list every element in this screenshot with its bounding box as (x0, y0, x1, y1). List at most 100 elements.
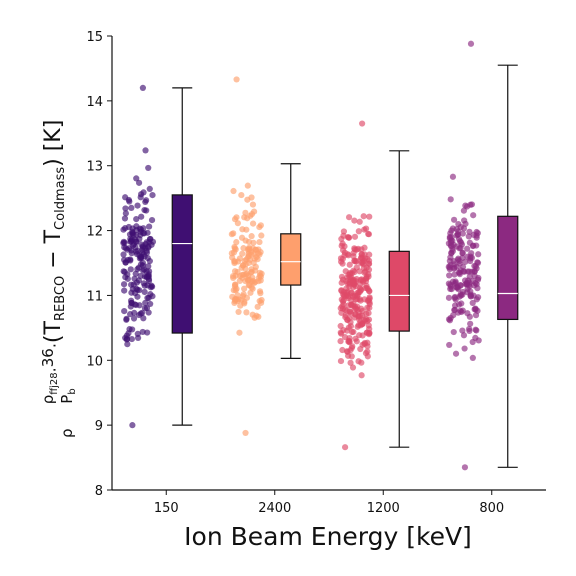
y-label-dot-1: · (45, 367, 64, 372)
data-point (233, 76, 240, 83)
data-point (255, 250, 262, 257)
data-point (122, 245, 129, 252)
data-point (358, 305, 365, 312)
data-point (340, 228, 348, 235)
data-point (125, 223, 132, 231)
y-label-rho-den: ρ (58, 428, 76, 438)
data-point (239, 250, 246, 257)
data-point (124, 341, 131, 348)
data-point (243, 270, 251, 277)
data-point (356, 288, 363, 296)
data-point (139, 84, 147, 91)
data-point (451, 271, 458, 278)
y-tick-label: 14 (86, 95, 103, 110)
data-point (243, 309, 250, 316)
data-point (469, 354, 476, 361)
data-point (454, 284, 461, 291)
data-point (356, 218, 363, 225)
data-point (363, 316, 370, 323)
data-point (347, 359, 354, 366)
data-point (455, 255, 462, 262)
data-point (122, 274, 129, 281)
data-point (464, 245, 471, 252)
x-axis-label: Ion Beam Energy [keV] (184, 522, 472, 551)
y-tick-label: 12 (86, 225, 103, 240)
data-point (249, 245, 257, 252)
x-ticks: 150 2400 1200 800 (154, 490, 504, 516)
data-point (140, 315, 147, 322)
data-point (248, 210, 256, 218)
data-point (358, 276, 365, 283)
data-point (245, 282, 252, 289)
data-point (121, 215, 129, 222)
data-point (464, 253, 471, 260)
data-point (345, 337, 352, 344)
data-point (461, 464, 469, 471)
data-point (133, 215, 140, 223)
y-tick-label: 9 (95, 419, 103, 434)
data-point (475, 251, 482, 258)
data-point (252, 267, 259, 274)
data-point (128, 335, 135, 343)
data-point (135, 179, 143, 186)
data-point (348, 329, 356, 336)
data-point (250, 259, 257, 267)
data-point (469, 299, 476, 307)
box-body (280, 233, 302, 286)
data-point (457, 224, 464, 231)
data-point (452, 350, 460, 357)
data-point (474, 285, 481, 292)
data-point (466, 327, 473, 335)
data-point (134, 202, 141, 209)
data-point (452, 296, 459, 303)
data-point (131, 301, 138, 308)
data-point (475, 337, 482, 344)
data-point (461, 345, 468, 352)
data-point (242, 429, 249, 437)
data-point (238, 191, 245, 199)
data-point (356, 268, 363, 275)
data-point (467, 293, 475, 300)
data-point (338, 296, 345, 303)
data-point (460, 332, 468, 339)
data-point (450, 328, 457, 336)
data-point (469, 338, 476, 346)
data-point (366, 251, 373, 258)
data-point (144, 229, 151, 236)
data-point (457, 291, 464, 298)
data-point (143, 239, 150, 246)
data-point (348, 301, 355, 309)
data-point (258, 299, 265, 306)
data-point (148, 217, 156, 224)
data-point (446, 272, 453, 279)
data-point (363, 329, 371, 336)
data-point (141, 288, 148, 296)
data-point (142, 299, 149, 307)
data-point (473, 327, 480, 334)
data-point (337, 338, 344, 345)
data-point (122, 205, 129, 212)
data-point (455, 269, 463, 276)
data-point (247, 289, 254, 296)
data-point (364, 285, 372, 293)
data-point (338, 287, 345, 294)
data-point (351, 305, 359, 312)
data-point (253, 312, 260, 319)
y-ticks: 8 9 10 11 12 13 14 15 (86, 30, 112, 499)
data-point (134, 330, 141, 338)
box-body (388, 250, 410, 332)
y-label-frac-num: 36 (39, 348, 57, 367)
data-point (459, 230, 466, 237)
data-point (236, 255, 243, 262)
data-point (120, 251, 127, 258)
data-point (127, 311, 134, 318)
data-point (137, 272, 144, 280)
data-point (127, 266, 134, 273)
data-point (452, 279, 459, 287)
data-point (120, 281, 128, 288)
data-point (232, 281, 239, 289)
data-point (361, 269, 368, 276)
data-point (361, 226, 368, 233)
data-point (362, 350, 370, 357)
